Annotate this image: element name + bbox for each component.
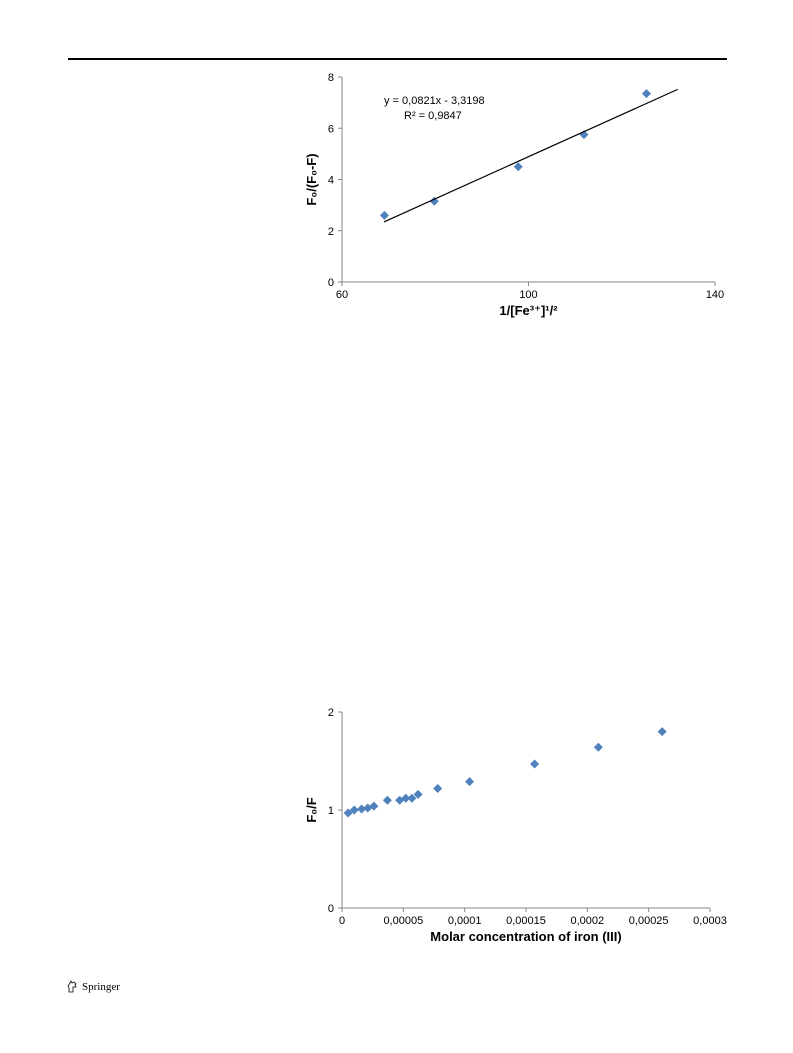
x-tick-label: 0 — [339, 915, 345, 927]
trendline-equation: y = 0,0821x - 3,3198 — [384, 95, 485, 107]
data-point — [407, 793, 417, 803]
x-axis — [341, 907, 711, 912]
data-point — [657, 727, 667, 737]
x-tick-label: 0,0003 — [693, 915, 727, 927]
data-point — [641, 89, 651, 99]
y-tick-label: 1 — [328, 805, 334, 817]
x-tick-label: 0,00005 — [383, 915, 423, 927]
data-point — [349, 805, 359, 815]
x-tick-label: 0,00015 — [506, 915, 546, 927]
x-tick-label: 140 — [706, 289, 724, 301]
y-axis-label: F₀/(F₀-F) — [304, 153, 319, 205]
x-tick-label: 0,0001 — [448, 915, 482, 927]
y-axis — [338, 711, 343, 909]
data-point — [413, 789, 423, 799]
x-tick-label: 0,0002 — [571, 915, 605, 927]
data-point — [513, 162, 523, 172]
data-point — [357, 804, 367, 814]
data-points — [379, 89, 651, 220]
x-tick-label: 100 — [519, 289, 537, 301]
stern-volmer-fit-chart: 60 100 140 0 2 4 6 8 y = 0,0821x - 3,3198 R² = … — [304, 72, 724, 318]
y-tick-label: 0 — [328, 277, 334, 289]
publisher-name: Springer — [82, 980, 120, 993]
quenching-concentration-chart: 0 0,00005 0,0001 0,00015 0,0002 0,00025 0,0003… — [304, 707, 727, 944]
data-point — [343, 808, 353, 818]
springer-horse-icon — [67, 980, 77, 993]
x-tick-label: 0,00025 — [629, 915, 669, 927]
x-axis-label: Molar concentration of iron (III) — [430, 929, 621, 944]
data-point — [401, 793, 411, 803]
tick-labels: 0 0,00005 0,0001 0,00015 0,0002 0,00025 0,0003… — [328, 707, 727, 927]
data-point — [530, 759, 540, 769]
data-point — [382, 795, 392, 805]
data-points — [343, 727, 667, 818]
y-tick-label: 2 — [328, 226, 334, 238]
trendline-r2: R² = 0,9847 — [404, 110, 462, 122]
y-tick-label: 8 — [328, 72, 334, 84]
data-point — [429, 196, 439, 206]
y-axis — [338, 76, 343, 283]
y-tick-label: 0 — [328, 903, 334, 915]
header-rule — [68, 58, 727, 60]
y-tick-label: 2 — [328, 707, 334, 719]
x-tick-label: 60 — [336, 289, 348, 301]
publisher-footer: Springer — [67, 980, 120, 993]
data-point — [379, 210, 389, 220]
x-axis-label: 1/[Fe³⁺]¹/² — [499, 303, 558, 318]
x-axis — [341, 281, 716, 286]
trendline — [383, 88, 678, 223]
data-point — [593, 742, 603, 752]
tick-labels: 60 100 140 0 2 4 6 8 — [328, 72, 724, 301]
data-point — [369, 801, 379, 811]
data-point — [363, 803, 373, 813]
y-tick-label: 6 — [328, 123, 334, 135]
data-point — [465, 777, 475, 787]
y-axis-label: F₀/F — [304, 797, 319, 822]
data-point — [433, 783, 443, 793]
y-tick-label: 4 — [328, 175, 334, 187]
